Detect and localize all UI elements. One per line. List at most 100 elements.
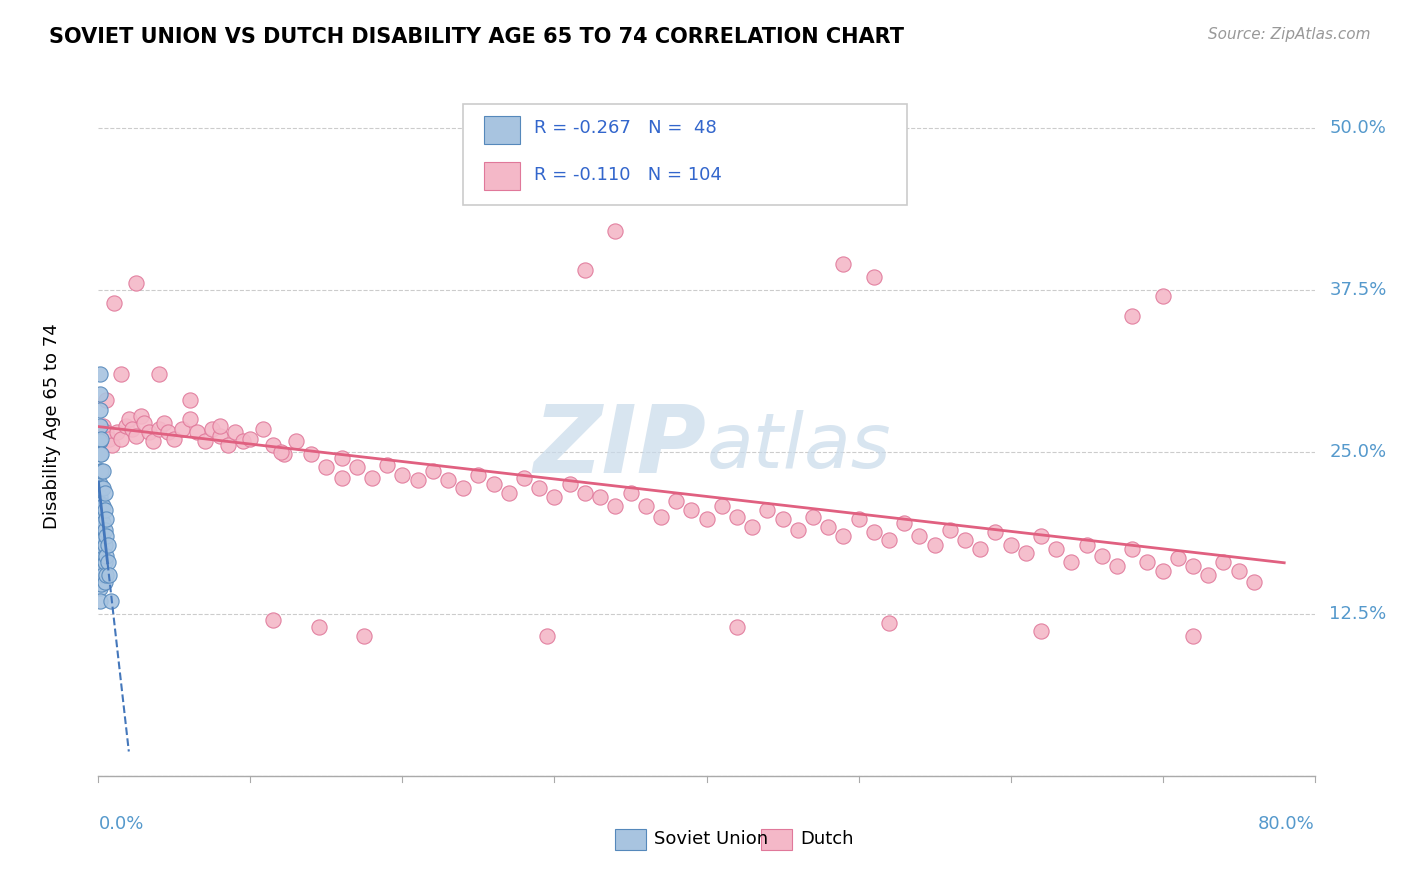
Point xyxy=(1000,538,1022,552)
Text: Soviet Union: Soviet Union xyxy=(654,830,768,848)
Point xyxy=(406,474,429,488)
Point xyxy=(96,538,118,552)
Point xyxy=(132,417,155,431)
Point xyxy=(90,512,112,526)
Point xyxy=(93,555,115,569)
Point xyxy=(756,503,779,517)
Point xyxy=(89,434,111,449)
Point xyxy=(93,523,115,537)
Text: Source: ZipAtlas.com: Source: ZipAtlas.com xyxy=(1208,27,1371,42)
Point xyxy=(94,425,117,440)
Point xyxy=(422,464,444,478)
Point xyxy=(152,417,174,431)
Point xyxy=(179,392,201,407)
Point xyxy=(89,542,111,557)
Point xyxy=(725,620,748,634)
Point xyxy=(862,525,884,540)
Point xyxy=(725,509,748,524)
Point xyxy=(391,468,413,483)
Point xyxy=(498,486,520,500)
Point xyxy=(103,295,125,310)
Point xyxy=(89,555,111,569)
Point xyxy=(114,418,136,433)
Point xyxy=(786,523,808,537)
Point xyxy=(90,497,112,511)
Point xyxy=(94,512,117,526)
Point xyxy=(89,594,111,608)
Point xyxy=(262,438,284,452)
Point xyxy=(93,574,115,589)
Text: 80.0%: 80.0% xyxy=(1258,814,1315,832)
Point xyxy=(138,425,160,440)
Point xyxy=(89,477,111,491)
Point xyxy=(536,629,558,643)
Point xyxy=(353,629,375,643)
Point xyxy=(273,447,295,461)
Point xyxy=(91,516,114,531)
Point xyxy=(91,464,114,478)
Point xyxy=(110,432,132,446)
Point xyxy=(157,425,180,440)
Point xyxy=(308,620,330,634)
Point xyxy=(142,434,165,449)
Point xyxy=(89,464,111,478)
FancyBboxPatch shape xyxy=(616,829,645,849)
Point xyxy=(558,477,581,491)
Text: atlas: atlas xyxy=(707,410,891,484)
Point xyxy=(437,474,460,488)
Point xyxy=(93,538,115,552)
Point xyxy=(953,533,976,547)
Point xyxy=(91,481,114,495)
Point xyxy=(217,438,239,452)
Point xyxy=(589,490,612,504)
Point xyxy=(179,412,201,426)
Point xyxy=(1121,309,1143,323)
Point xyxy=(89,581,111,595)
Point xyxy=(1182,558,1205,574)
Text: Disability Age 65 to 74: Disability Age 65 to 74 xyxy=(44,323,62,529)
Point xyxy=(650,509,672,524)
Point xyxy=(270,445,292,459)
Point xyxy=(110,367,132,381)
Point xyxy=(361,471,384,485)
Point xyxy=(984,525,1007,540)
Point xyxy=(330,471,353,485)
Point xyxy=(1136,555,1159,569)
Point xyxy=(939,523,962,537)
Point xyxy=(1045,542,1067,557)
Text: R = -0.110   N = 104: R = -0.110 N = 104 xyxy=(534,166,721,185)
Point xyxy=(90,561,112,575)
Point xyxy=(1152,564,1174,578)
Point xyxy=(1105,558,1128,574)
Point xyxy=(89,568,111,582)
Point xyxy=(1121,542,1143,557)
Point xyxy=(89,403,111,417)
Point xyxy=(877,533,900,547)
Point xyxy=(90,464,112,478)
Point xyxy=(94,568,117,582)
Point xyxy=(89,516,111,531)
Point xyxy=(91,418,114,433)
Point xyxy=(299,447,322,461)
Point xyxy=(969,542,991,557)
Text: ZIP: ZIP xyxy=(534,401,707,493)
Point xyxy=(529,481,551,495)
Point xyxy=(817,520,839,534)
Point xyxy=(1060,555,1083,569)
Point xyxy=(453,481,475,495)
Point xyxy=(1091,549,1114,563)
Point xyxy=(194,434,217,449)
Point xyxy=(634,500,657,514)
Point xyxy=(315,460,337,475)
Point xyxy=(89,386,111,401)
Text: 0.0%: 0.0% xyxy=(98,814,143,832)
Point xyxy=(89,503,111,517)
FancyBboxPatch shape xyxy=(464,103,907,205)
Point xyxy=(96,555,118,569)
Point xyxy=(482,477,505,491)
Point xyxy=(605,224,627,238)
FancyBboxPatch shape xyxy=(484,116,520,144)
Point xyxy=(201,421,224,435)
Point xyxy=(90,447,112,461)
Point xyxy=(94,529,117,543)
